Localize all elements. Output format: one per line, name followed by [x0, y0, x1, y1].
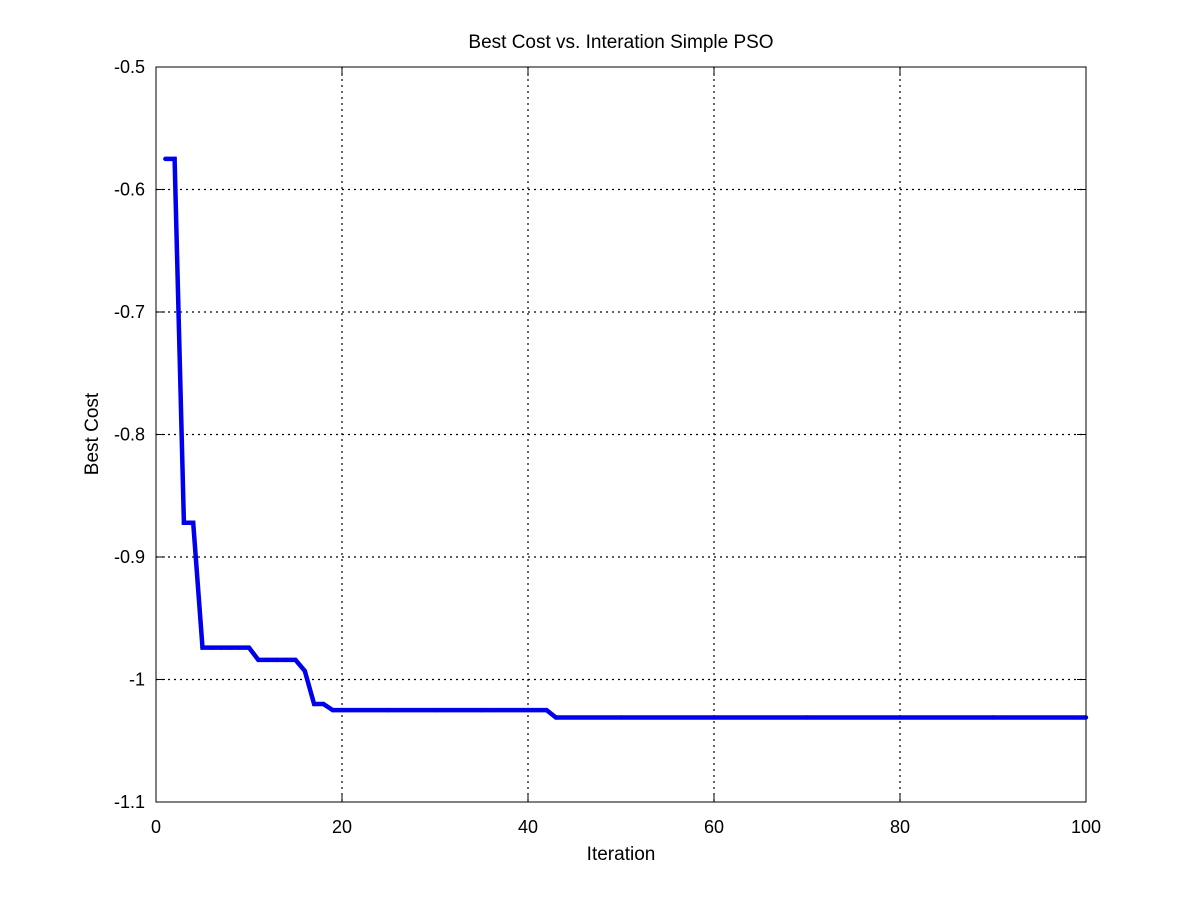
y-tick-label: -1 — [129, 670, 145, 690]
x-tick-label: 20 — [332, 817, 352, 837]
data-point — [181, 520, 187, 525]
data-point — [191, 520, 196, 525]
data-point — [544, 707, 549, 713]
x-tick-label: 60 — [704, 817, 724, 837]
x-tick-label: 40 — [518, 817, 538, 837]
data-point — [246, 645, 252, 650]
data-point — [284, 657, 289, 663]
data-point — [525, 707, 531, 713]
y-tick-label: -0.8 — [114, 425, 145, 445]
data-point — [218, 645, 224, 650]
y-axis-title: Best Cost — [82, 392, 103, 475]
y-tick-label: -0.7 — [114, 302, 145, 322]
data-point — [711, 715, 717, 720]
data-point — [897, 715, 903, 720]
data-point — [330, 707, 335, 713]
data-point — [339, 707, 345, 713]
x-tick-label: 80 — [890, 817, 910, 837]
data-point — [990, 715, 996, 720]
data-point — [256, 657, 261, 663]
data-point — [618, 715, 624, 720]
y-tick-label: -0.9 — [114, 547, 145, 567]
data-point — [804, 715, 810, 720]
data-point — [553, 715, 559, 720]
y-tick-label: -0.5 — [114, 57, 145, 77]
x-tick-label: 0 — [151, 817, 161, 837]
data-point — [321, 701, 326, 707]
data-point — [265, 657, 270, 663]
data-point — [302, 668, 307, 674]
data-point — [163, 156, 168, 162]
data-point — [293, 657, 298, 663]
grid — [156, 67, 1086, 802]
data-point — [200, 645, 205, 650]
x-axis-title: Iteration — [587, 844, 656, 865]
data-point — [237, 645, 242, 650]
ticks: 0 20 40 60 80 100 -1.1 -1 -0.9 -0.8 -0.7 -0.6 -0.5 — [114, 57, 1101, 837]
data-point — [172, 156, 177, 162]
data-point — [432, 707, 438, 713]
data-point — [311, 701, 317, 707]
data-point — [209, 645, 214, 650]
y-tick-label: -1.1 — [114, 792, 145, 812]
data-point — [228, 645, 233, 650]
data-point — [479, 707, 484, 713]
data-point — [386, 707, 391, 713]
x-tick-label: 100 — [1071, 817, 1101, 837]
y-tick-label: -0.6 — [114, 180, 145, 200]
chart-title: Best Cost vs. Interation Simple PSO — [468, 32, 773, 53]
data-point — [274, 657, 280, 663]
